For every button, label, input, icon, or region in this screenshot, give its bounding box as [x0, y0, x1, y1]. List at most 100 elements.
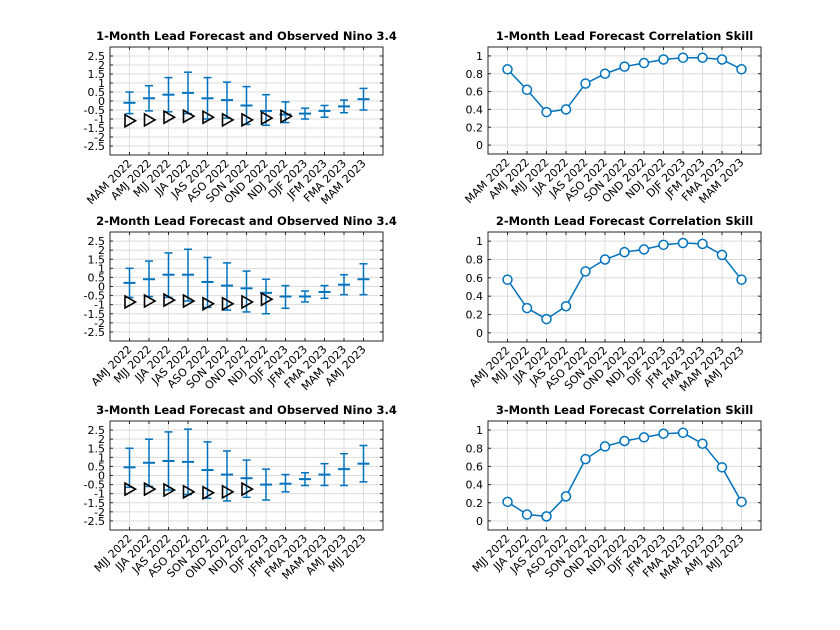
observed-triangle-marker [182, 108, 196, 124]
skill-point [658, 239, 669, 251]
skill-point [502, 64, 513, 75]
observed-triangle-marker [143, 112, 157, 128]
skill-point [658, 54, 669, 65]
skill-point [677, 427, 689, 439]
y-tick-label: 0.6 [466, 272, 484, 285]
y-tick-label: 2.5 [88, 424, 106, 437]
y-tick-label: -2 [94, 506, 105, 519]
skill-point [599, 254, 611, 265]
y-tick-label: 1 [98, 77, 105, 90]
skill-point [716, 54, 728, 65]
skill-point [560, 301, 572, 312]
y-tick-label: 0.2 [466, 497, 484, 510]
y-tick-label: 2 [98, 433, 105, 446]
skill-point [521, 509, 533, 520]
skill-point [697, 238, 708, 250]
y-tick-label: -1 [94, 488, 105, 501]
observed-triangle-marker [182, 293, 196, 309]
y-tick-label: 0 [476, 139, 483, 152]
skill-point [580, 266, 591, 277]
y-tick-label: -1 [94, 113, 105, 126]
skill-point [619, 246, 630, 258]
y-tick-label: -2 [94, 131, 105, 144]
skill-point [502, 496, 513, 508]
y-tick-label: -1.5 [84, 122, 105, 135]
observed-triangle-marker [280, 108, 294, 124]
skill-point [502, 274, 513, 285]
observed-triangle-marker [202, 109, 216, 125]
y-tick-label: 0.5 [88, 460, 106, 473]
y-tick-label: -0.5 [84, 104, 105, 117]
chart-title: 2-Month Lead Forecast Correlation Skill [496, 214, 753, 228]
skill-point [716, 462, 728, 473]
skill-point [541, 313, 552, 325]
y-tick-label: 0.8 [466, 254, 484, 267]
y-tick-label: 0.5 [88, 271, 106, 284]
chart-title: 2-Month Lead Forecast and Observed Nino … [96, 214, 397, 228]
y-tick-label: 1.5 [88, 68, 106, 81]
y-tick-label: 1.5 [88, 253, 106, 266]
observed-triangle-marker [163, 109, 177, 125]
y-tick-label: 0.6 [466, 460, 484, 473]
skill-point [521, 84, 533, 96]
skill-point [736, 496, 747, 508]
skill-point [619, 435, 630, 447]
observed-triangle-marker [241, 112, 255, 128]
skill-point [638, 432, 650, 443]
y-tick-label: 0.4 [466, 479, 484, 492]
chart-panel-6: 3-Month Lead Forecast Correlation Skill 0… [466, 403, 762, 582]
chart-title: 1-Month Lead Forecast and Observed Nino … [96, 29, 397, 43]
chart-title: 3-Month Lead Forecast Correlation Skill [496, 403, 753, 417]
y-tick-label: 0.4 [466, 290, 484, 303]
chart-panel-3: 2-Month Lead Forecast and Observed Nino … [84, 214, 397, 393]
y-tick-label: 1 [476, 424, 483, 437]
y-tick-label: 0 [98, 281, 105, 294]
skill-point [697, 438, 708, 449]
y-tick-label: 0 [476, 327, 483, 340]
chart-panel-2: 1-Month Lead Forecast Correlation Skill 0… [462, 29, 762, 206]
y-tick-label: -2.5 [84, 515, 105, 528]
y-tick-label: -2.5 [84, 140, 105, 153]
y-tick-label: -1.5 [84, 497, 105, 510]
observed-triangle-marker [163, 482, 177, 498]
skill-point [697, 52, 708, 63]
observed-triangle-marker [260, 110, 274, 126]
observed-triangle-marker [241, 481, 255, 497]
y-tick-label: 0.5 [88, 86, 106, 99]
y-tick-label: 0.4 [466, 103, 484, 116]
y-tick-label: 2.5 [88, 235, 106, 248]
skill-point [677, 52, 689, 63]
chart-panel-5: 3-Month Lead Forecast and Observed Nino … [84, 403, 397, 582]
skill-point [619, 61, 630, 72]
y-tick-label: 1 [476, 50, 483, 63]
observed-triangle-marker [221, 112, 235, 128]
y-tick-label: -2.5 [84, 326, 105, 339]
skill-point [560, 104, 572, 115]
observed-triangle-marker [202, 296, 216, 312]
observed-triangle-marker [124, 113, 138, 129]
skill-point [541, 511, 552, 522]
y-tick-label: 2 [98, 244, 105, 257]
y-tick-label: 1 [98, 451, 105, 464]
skill-point [716, 249, 728, 261]
skill-point [677, 237, 689, 249]
y-tick-label: -1 [94, 299, 105, 312]
y-tick-label: 2 [98, 59, 105, 72]
skill-point [599, 68, 611, 79]
skill-point [736, 274, 747, 285]
observed-triangle-marker [241, 294, 255, 310]
skill-point [638, 244, 650, 255]
observed-triangle-marker [124, 481, 138, 497]
observed-triangle-marker [202, 485, 216, 501]
y-tick-label: 1 [98, 262, 105, 275]
skill-point [560, 491, 572, 502]
y-tick-label: 1 [476, 235, 483, 248]
y-tick-label: 0.6 [466, 86, 484, 99]
skill-point [580, 78, 591, 89]
y-tick-label: -2 [94, 317, 105, 330]
observed-triangle-marker [143, 293, 157, 309]
y-tick-label: 0.2 [466, 309, 484, 322]
observed-triangle-marker [221, 484, 235, 500]
observed-triangle-marker [143, 481, 157, 497]
